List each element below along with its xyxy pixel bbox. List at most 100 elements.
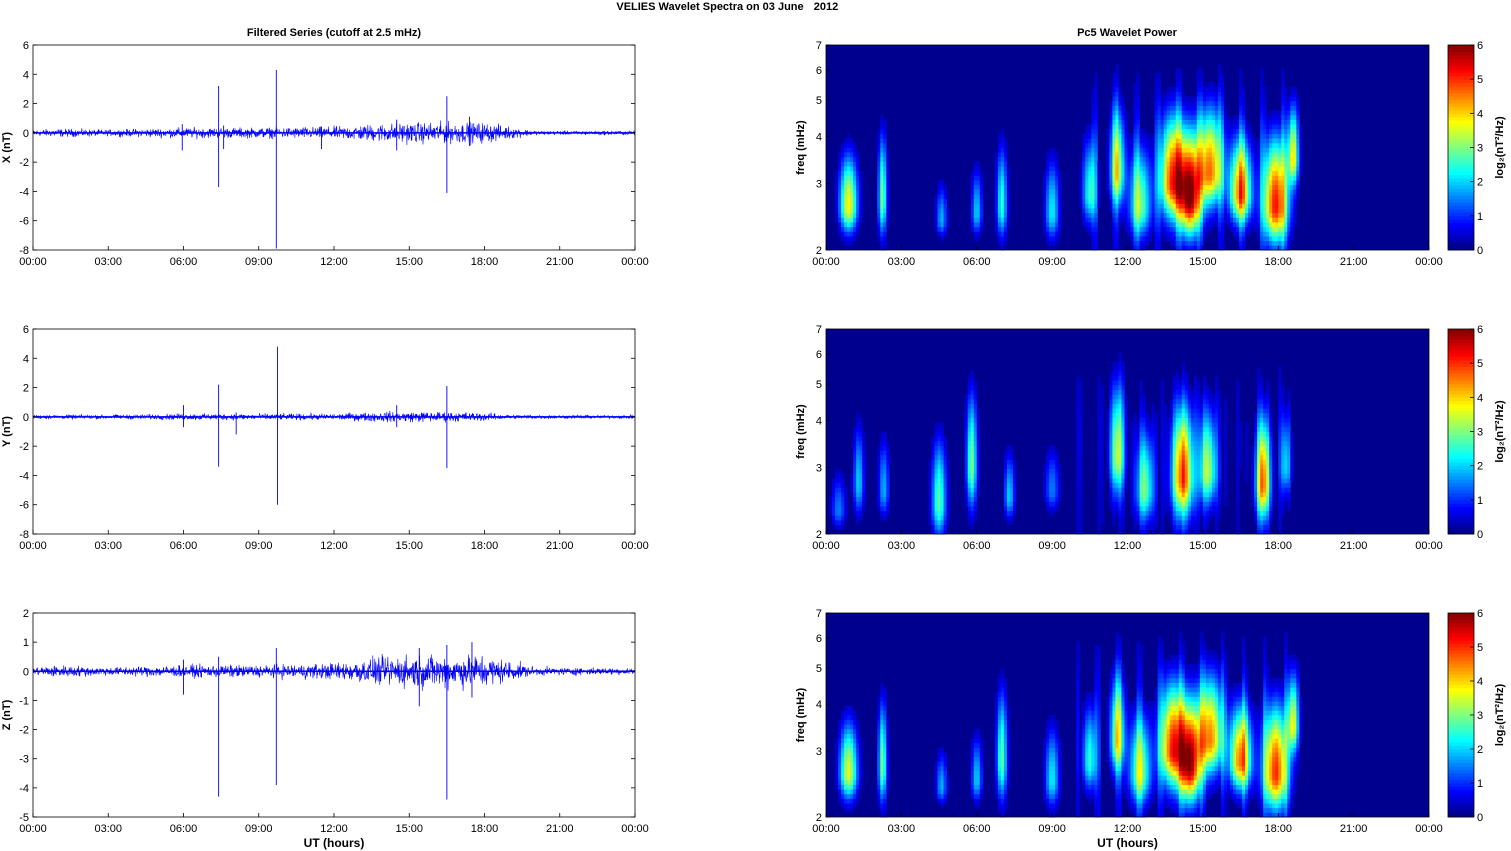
heatmap-cell	[1281, 194, 1285, 200]
heatmap-cell	[1166, 231, 1171, 237]
x-tick-label: 15:00	[395, 256, 423, 268]
heatmap-cell	[1151, 436, 1156, 442]
heatmap-cell	[835, 492, 839, 498]
colorbar-segment	[1448, 72, 1474, 77]
heatmap-cell	[1257, 380, 1261, 386]
heatmap-cell	[1172, 431, 1177, 437]
heatmap-cell	[1257, 408, 1261, 414]
heatmap-cell	[841, 208, 845, 214]
heatmap-cell	[946, 473, 951, 479]
heatmap-cell	[1148, 506, 1153, 512]
heatmap-cell	[1217, 114, 1222, 120]
heatmap-cell	[1163, 482, 1168, 488]
heatmap-cell	[1226, 198, 1231, 204]
heatmap-cell	[1154, 86, 1159, 92]
heatmap-cell	[1242, 105, 1246, 111]
heatmap-cell	[1263, 105, 1267, 111]
heatmap-cell	[1133, 133, 1137, 139]
heatmap-cell	[1085, 198, 1089, 204]
heatmap-cell	[1055, 226, 1059, 232]
heatmap-cell	[1196, 515, 1201, 521]
heatmap-cell	[1217, 510, 1222, 516]
heatmap-cell	[1178, 86, 1183, 92]
heatmap-cell	[1097, 408, 1101, 414]
heatmap-cell	[1169, 510, 1174, 516]
x-tick-label: 00:00	[1415, 256, 1443, 268]
heatmap-cell	[886, 482, 890, 488]
heatmap-cell	[1166, 105, 1171, 111]
heatmap-cell	[1043, 487, 1047, 493]
heatmap-cell	[1148, 431, 1153, 437]
heatmap-cell	[1109, 142, 1113, 148]
heatmap-cell	[877, 482, 881, 488]
heatmap-cell	[1139, 417, 1143, 423]
heatmap-cell	[1217, 478, 1222, 484]
heatmap-cell	[1142, 245, 1146, 251]
heatmap-cell	[838, 222, 842, 228]
heatmap-cell	[1242, 240, 1246, 246]
heatmap-cell	[1133, 501, 1137, 507]
heatmap-cell	[880, 198, 884, 204]
heatmap-cell	[847, 138, 851, 144]
heatmap-cell	[940, 515, 944, 521]
heatmap-cell	[1151, 482, 1156, 488]
heatmap-cell	[1202, 208, 1207, 214]
heatmap-cell	[1115, 133, 1119, 139]
heatmap-cell	[1205, 487, 1210, 493]
heatmap-cell	[1115, 152, 1119, 158]
heatmap-cell	[1293, 222, 1297, 228]
heatmap-cell	[1245, 152, 1249, 158]
heatmap-cell	[1190, 459, 1195, 465]
heatmap-cell	[859, 436, 863, 442]
heatmap-cell	[1112, 142, 1116, 148]
heatmap-cell	[1272, 184, 1276, 190]
heatmap-cell	[1076, 394, 1080, 400]
heatmap-cell	[1148, 426, 1153, 432]
heatmap-cell	[1094, 236, 1098, 242]
heatmap-cell	[853, 459, 857, 465]
heatmap-cell	[1187, 105, 1192, 111]
heatmap-cell	[1115, 496, 1119, 502]
heatmap-cell	[1226, 119, 1231, 125]
heatmap-cell	[1181, 426, 1186, 432]
heatmap-cell	[1079, 436, 1083, 442]
heatmap-cell	[1115, 366, 1119, 372]
heatmap-cell	[1296, 170, 1300, 176]
heatmap-cell	[1199, 398, 1204, 404]
heatmap-cell	[1202, 464, 1207, 470]
heatmap-cell	[1260, 231, 1264, 237]
heatmap-cell	[1130, 175, 1134, 181]
heatmap-cell	[1088, 175, 1092, 181]
heatmap-cell	[877, 454, 881, 460]
heatmap-cell	[1163, 217, 1168, 223]
heatmap-cell	[1242, 194, 1246, 200]
heatmap-cell	[976, 170, 981, 176]
y-tick-label: -5	[19, 812, 29, 824]
x-tick-label: 00:00	[621, 823, 649, 835]
heatmap-cell	[928, 506, 932, 512]
heatmap-cell	[1055, 464, 1059, 470]
heatmap-cell	[1076, 529, 1080, 535]
heatmap-cell	[1181, 114, 1186, 120]
heatmap-cell	[1236, 496, 1240, 502]
heatmap-cell	[1190, 166, 1195, 172]
heatmap-cell	[1223, 487, 1228, 493]
heatmap-cell	[1118, 105, 1122, 111]
heatmap-cell	[1217, 222, 1222, 228]
heatmap-cell	[859, 468, 863, 474]
heatmap-cell	[997, 166, 1002, 172]
heatmap-cell	[1296, 105, 1300, 111]
heatmap-cell	[1157, 105, 1162, 111]
heatmap-cell	[1112, 147, 1116, 153]
heatmap-cell	[1260, 529, 1264, 535]
heatmap-cell	[1175, 203, 1180, 209]
heatmap-cell	[1242, 133, 1246, 139]
heatmap-cell	[1154, 175, 1159, 181]
heatmap-cell	[1211, 152, 1216, 158]
heatmap-cell	[1233, 231, 1237, 237]
heatmap-cell	[1136, 184, 1140, 190]
heatmap-cell	[1257, 231, 1261, 237]
heatmap-cell	[1163, 142, 1168, 148]
heatmap-cell	[994, 189, 999, 195]
heatmap-cell	[964, 394, 969, 400]
